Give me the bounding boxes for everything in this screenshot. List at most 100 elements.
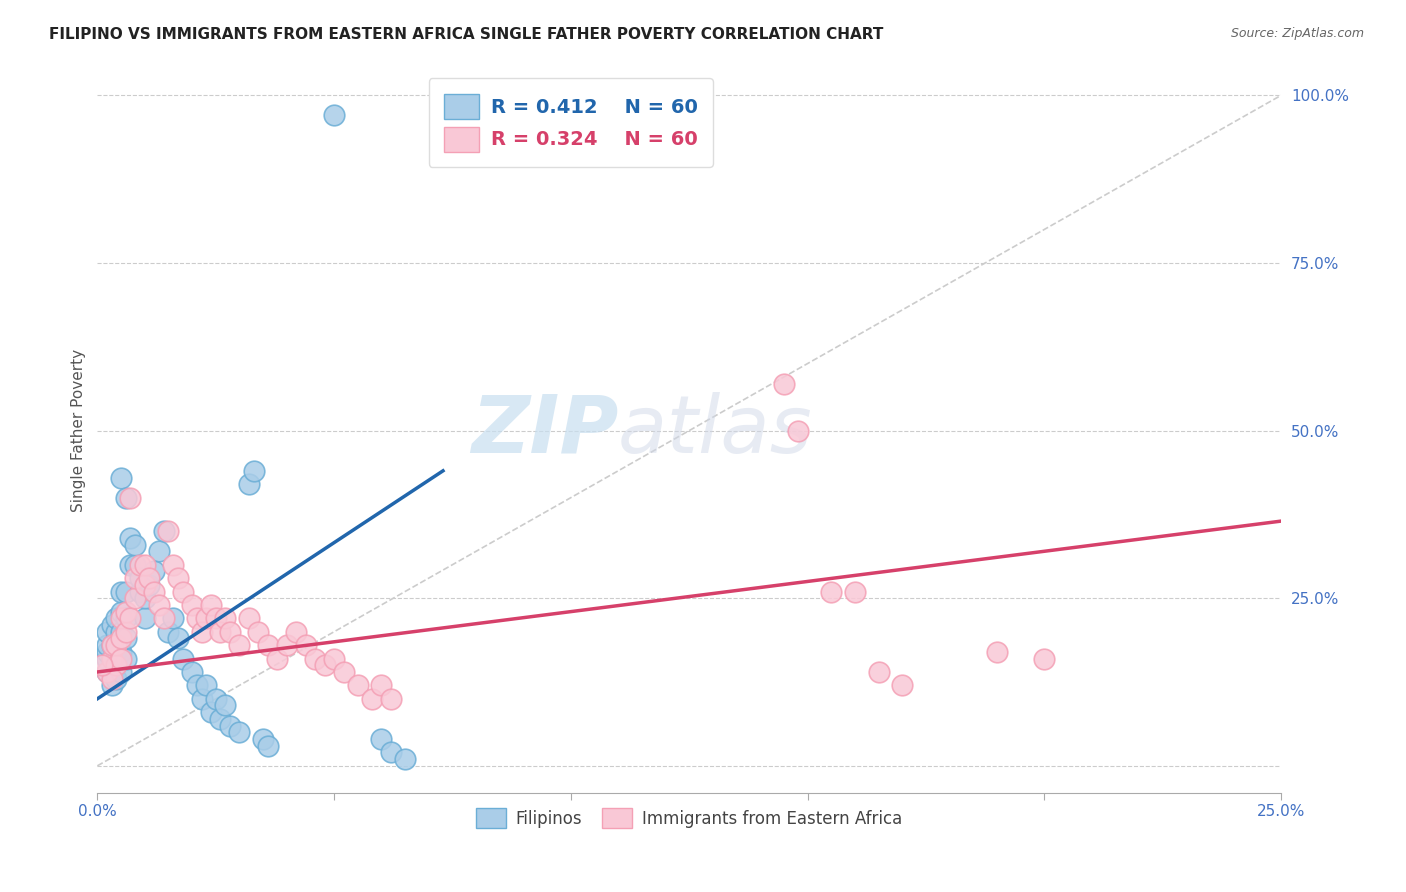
Point: [773, 376, 796, 391]
Point: [110, 605, 132, 619]
Point: [214, 698, 236, 713]
Point: [96, 638, 118, 652]
Point: [200, 705, 222, 719]
Text: atlas: atlas: [619, 392, 813, 469]
Point: [120, 491, 142, 505]
Y-axis label: Single Father Poverty: Single Father Poverty: [72, 349, 86, 512]
Point: [266, 651, 288, 665]
Point: [124, 538, 146, 552]
Point: [228, 725, 250, 739]
Point: [124, 558, 146, 572]
Point: [110, 651, 132, 665]
Point: [110, 611, 132, 625]
Point: [256, 638, 278, 652]
Point: [304, 651, 326, 665]
Point: [787, 424, 810, 438]
Point: [157, 624, 180, 639]
Point: [219, 718, 242, 732]
Point: [114, 491, 136, 505]
Point: [238, 611, 260, 625]
Text: FILIPINO VS IMMIGRANTS FROM EASTERN AFRICA SINGLE FATHER POVERTY CORRELATION CHA: FILIPINO VS IMMIGRANTS FROM EASTERN AFRI…: [49, 27, 883, 42]
Point: [138, 578, 160, 592]
Point: [166, 571, 188, 585]
Point: [100, 651, 122, 665]
Point: [394, 752, 416, 766]
Point: [129, 571, 152, 585]
Text: ZIP: ZIP: [471, 392, 619, 469]
Point: [134, 558, 156, 572]
Point: [294, 638, 316, 652]
Point: [152, 524, 174, 538]
Point: [242, 464, 264, 478]
Point: [143, 565, 166, 579]
Point: [166, 632, 188, 646]
Point: [100, 651, 122, 665]
Point: [124, 591, 146, 606]
Point: [105, 638, 128, 652]
Point: [370, 731, 392, 746]
Point: [200, 598, 222, 612]
Point: [105, 611, 128, 625]
Text: Source: ZipAtlas.com: Source: ZipAtlas.com: [1230, 27, 1364, 40]
Point: [868, 665, 890, 679]
Point: [346, 678, 368, 692]
Point: [91, 658, 114, 673]
Point: [820, 584, 842, 599]
Point: [380, 746, 402, 760]
Point: [114, 611, 136, 625]
Point: [157, 524, 180, 538]
Point: [143, 584, 166, 599]
Point: [323, 108, 346, 122]
Point: [844, 584, 866, 599]
Point: [105, 672, 128, 686]
Point: [105, 624, 128, 639]
Point: [209, 624, 232, 639]
Point: [114, 605, 136, 619]
Point: [186, 611, 208, 625]
Point: [110, 470, 132, 484]
Point: [124, 571, 146, 585]
Point: [120, 558, 142, 572]
Point: [162, 558, 184, 572]
Point: [129, 584, 152, 599]
Point: [332, 665, 354, 679]
Point: [181, 665, 204, 679]
Point: [110, 624, 132, 639]
Point: [96, 665, 118, 679]
Point: [96, 624, 118, 639]
Point: [105, 658, 128, 673]
Point: [214, 611, 236, 625]
Point: [100, 618, 122, 632]
Point: [105, 645, 128, 659]
Point: [100, 665, 122, 679]
Point: [114, 584, 136, 599]
Point: [100, 638, 122, 652]
Point: [228, 638, 250, 652]
Point: [148, 544, 170, 558]
Point: [114, 632, 136, 646]
Point: [195, 678, 218, 692]
Point: [110, 665, 132, 679]
Point: [361, 691, 384, 706]
Point: [195, 611, 218, 625]
Point: [134, 578, 156, 592]
Point: [172, 584, 194, 599]
Point: [129, 558, 152, 572]
Point: [114, 651, 136, 665]
Point: [120, 531, 142, 545]
Point: [96, 645, 118, 659]
Point: [891, 678, 914, 692]
Point: [238, 477, 260, 491]
Point: [285, 624, 308, 639]
Point: [110, 645, 132, 659]
Legend: Filipinos, Immigrants from Eastern Africa: Filipinos, Immigrants from Eastern Afric…: [470, 801, 910, 835]
Point: [190, 624, 212, 639]
Point: [100, 638, 122, 652]
Point: [370, 678, 392, 692]
Point: [314, 658, 336, 673]
Point: [1033, 651, 1056, 665]
Point: [105, 658, 128, 673]
Point: [96, 665, 118, 679]
Point: [120, 611, 142, 625]
Point: [148, 598, 170, 612]
